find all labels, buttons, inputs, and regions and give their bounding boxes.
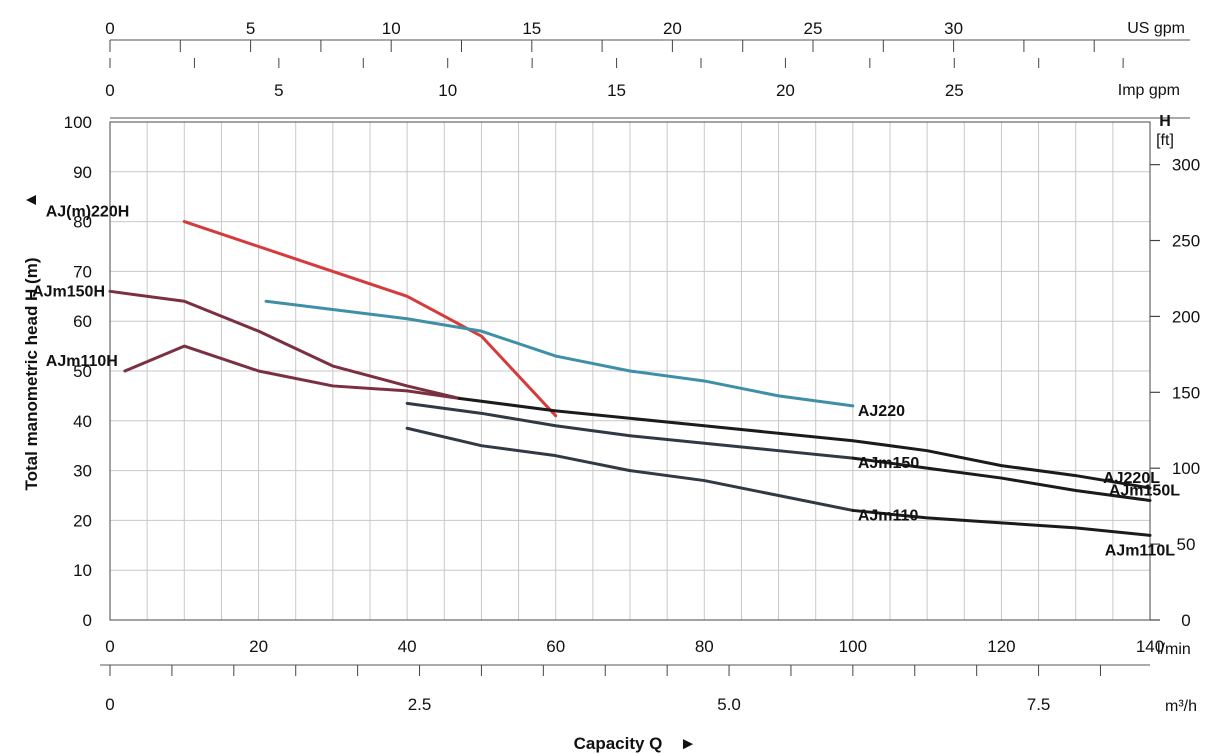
series-line-ajm110h: [123, 344, 461, 400]
series-line-ajm110l: [851, 508, 1152, 537]
y-tick-label: 20: [73, 511, 92, 530]
series-line-ajm110: [405, 426, 855, 512]
ft-tick-label: 0: [1181, 611, 1190, 630]
imp-gpm-tick-label: 25: [945, 81, 964, 100]
ft-tick-label: 250: [1172, 232, 1200, 251]
curve-label: AJ(m)220H: [46, 204, 130, 221]
x-tick-label: 40: [398, 637, 417, 656]
curve-label: AJm150: [858, 455, 919, 472]
curve-label: AJm150L: [1109, 482, 1180, 499]
us-gpm-tick-label: 10: [382, 19, 401, 38]
y-tick-label: 100: [64, 113, 92, 132]
x-tick-label: 80: [695, 637, 714, 656]
ft-tick-label: 50: [1177, 535, 1196, 554]
ft-tick-label: 150: [1172, 383, 1200, 402]
series-layer: [108, 220, 1152, 537]
y-tick-label: 0: [83, 611, 92, 630]
series-line-ajm150l: [851, 456, 1152, 502]
x-axis-title: Capacity Q: [574, 734, 663, 753]
x-axis-arrow: ►: [680, 734, 697, 753]
m3h-tick-label: 5.0: [717, 695, 741, 714]
y-tick-label: 80: [73, 213, 92, 232]
us-gpm-tick-label: 25: [804, 19, 823, 38]
x-tick-label: 60: [546, 637, 565, 656]
imp-gpm-tick-label: 10: [438, 81, 457, 100]
imp-gpm-tick-label: 20: [776, 81, 795, 100]
x-tick-label: 120: [987, 637, 1015, 656]
y-tick-label: 90: [73, 163, 92, 182]
us-gpm-tick-label: 5: [246, 19, 255, 38]
x-tick-label: 20: [249, 637, 268, 656]
m3h-tick-label: 7.5: [1027, 695, 1051, 714]
curve-label: AJ220: [858, 403, 905, 420]
imp-gpm-tick-label: 0: [105, 81, 114, 100]
series-line-ajm150: [405, 401, 855, 460]
curve-label: AJm110H: [46, 353, 118, 370]
x-tick-label: 100: [839, 637, 867, 656]
us-gpm-unit-label: US gpm: [1127, 20, 1185, 37]
ft-tick-label: 100: [1172, 459, 1200, 478]
plot-frame: [109, 121, 1151, 621]
imp-gpm-unit-label: Imp gpm: [1118, 82, 1180, 99]
y-axis-arrow: ▲: [21, 192, 40, 209]
curve-label: AJm150H: [32, 283, 105, 300]
curve-label-layer: AJ(m)220H AJm150H AJm110H AJ220 AJm150 AJm110…: [32, 204, 1180, 560]
y-axis-title: Total manometric head H (m): [22, 258, 41, 491]
y-tick-label: 30: [73, 462, 92, 481]
y-tick-label: 10: [73, 561, 92, 580]
m3h-tick-label: 2.5: [408, 695, 432, 714]
curve-label: AJm110: [858, 507, 919, 524]
us-gpm-tick-label: 15: [522, 19, 541, 38]
x-tick-label: 140: [1136, 637, 1164, 656]
series-line-ajm150h: [108, 289, 461, 400]
series-line-aj-m-220h: [182, 220, 558, 418]
imp-gpm-tick-label: 5: [274, 81, 283, 100]
y-tick-label: 40: [73, 412, 92, 431]
y-tick-label: 60: [73, 312, 92, 331]
ft-tick-label: 300: [1172, 156, 1200, 175]
ft-tick-label: 200: [1172, 307, 1200, 326]
us-gpm-tick-label: 30: [944, 19, 963, 38]
y-tick-label: 50: [73, 362, 92, 381]
y-tick-label: 70: [73, 262, 92, 281]
series-line-aj220: [264, 299, 855, 408]
lmin-unit-label: l/min: [1157, 641, 1191, 658]
right-axis-title: H: [1159, 113, 1171, 130]
us-gpm-tick-label: 0: [105, 19, 114, 38]
series-line-aj220l: [457, 396, 1152, 490]
curve-label: AJ220L: [1103, 470, 1160, 487]
m3h-tick-label: 0: [105, 695, 114, 714]
right-axis-unit: [ft]: [1156, 132, 1174, 149]
m3h-unit-label: m³/h: [1165, 698, 1197, 715]
curve-label: AJm110L: [1105, 542, 1175, 559]
imp-gpm-tick-label: 15: [607, 81, 626, 100]
x-tick-label: 0: [105, 637, 114, 656]
us-gpm-tick-label: 20: [663, 19, 682, 38]
